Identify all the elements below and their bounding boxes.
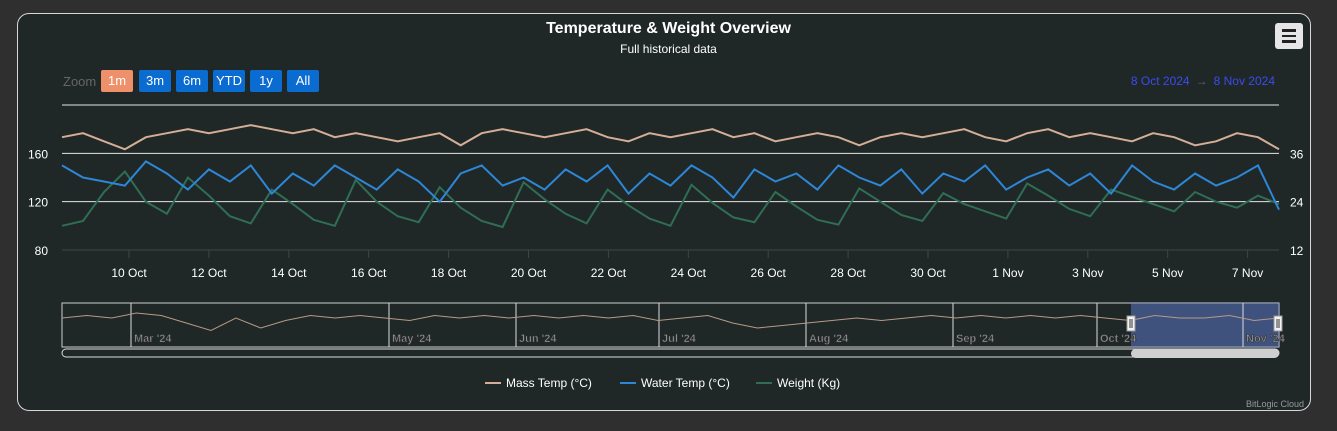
navigator-month-label: Oct '24 (1100, 333, 1137, 345)
x-axis-tick: 20 Oct (511, 266, 547, 280)
range-from-input[interactable]: 8 Oct 2024 (1130, 74, 1190, 88)
zoom-all-button[interactable]: All (287, 70, 319, 92)
scrollbar-thumb[interactable] (1131, 349, 1279, 358)
right-axis-tick: 12 (1290, 244, 1304, 258)
chart-title: Temperature & Weight Overview (546, 20, 791, 37)
zoom-1y-button[interactable]: 1y (250, 70, 282, 92)
legend-water-temp[interactable]: Water Temp (°C) (620, 376, 730, 390)
x-axis-tick: 28 Oct (830, 266, 866, 280)
date-range: 8 Oct 2024 → 8 Nov 2024 (1131, 74, 1275, 88)
chart-subtitle: Full historical data (620, 42, 717, 56)
navigator-handle[interactable] (1273, 315, 1283, 332)
zoom-6m-button[interactable]: 6m (176, 70, 208, 92)
x-axis-tick: 5 Nov (1152, 266, 1183, 280)
x-axis-tick: 22 Oct (591, 266, 627, 280)
zoom-1m-button[interactable]: 1m (101, 70, 133, 92)
right-axis-tick: 24 (1290, 196, 1304, 210)
series-line-1[interactable] (61, 160, 1280, 211)
x-axis-tick: 3 Nov (1072, 266, 1103, 280)
zoom-ytd-button[interactable]: YTD (213, 70, 245, 92)
x-axis-tick: 14 Oct (271, 266, 307, 280)
credit-link[interactable]: BitLogic Cloud (1245, 399, 1304, 409)
scrollbar-track[interactable] (61, 348, 1280, 358)
navigator-month-label: Jun '24 (519, 333, 557, 345)
series-line-2[interactable] (61, 169, 1280, 229)
x-axis-tick: 12 Oct (191, 266, 227, 280)
x-axis-tick: 26 Oct (751, 266, 787, 280)
left-axis-tick: 80 (35, 244, 49, 258)
legend-label: Mass Temp (°C) (506, 376, 592, 390)
x-axis-tick: 10 Oct (111, 266, 147, 280)
hamburger-menu-icon[interactable] (1275, 23, 1303, 49)
series-line-0[interactable] (61, 124, 1280, 151)
legend-label: Water Temp (°C) (641, 376, 730, 390)
navigator-month-label: Aug '24 (809, 333, 849, 345)
zoom-3m-button[interactable]: 3m (139, 70, 171, 92)
right-axis-tick: 36 (1290, 147, 1304, 161)
x-axis-tick: 7 Nov (1232, 266, 1263, 280)
x-axis-tick: 1 Nov (992, 266, 1023, 280)
left-axis-tick: 120 (28, 196, 48, 210)
x-axis-tick: 30 Oct (910, 266, 946, 280)
navigator-month-label: Jul '24 (662, 333, 697, 345)
left-axis-tick: 160 (28, 147, 48, 161)
navigator-handle[interactable] (1126, 315, 1136, 332)
x-axis-tick: 24 Oct (671, 266, 707, 280)
navigator-month-label: Nov '24 (1246, 333, 1286, 345)
range-arrow: → (1195, 74, 1208, 88)
navigator-selection[interactable] (1131, 303, 1279, 347)
range-to-input[interactable]: 8 Nov 2024 (1213, 74, 1275, 88)
x-axis-tick: 16 Oct (351, 266, 387, 280)
navigator-month-label: Sep '24 (956, 333, 995, 345)
legend-mass-temp[interactable]: Mass Temp (°C) (485, 376, 592, 390)
legend-label: Weight (Kg) (777, 376, 841, 390)
legend-weight[interactable]: Weight (Kg) (756, 376, 840, 390)
navigator-month-label: May '24 (392, 333, 432, 345)
navigator-month-label: Mar '24 (134, 333, 172, 345)
zoom-label: Zoom (63, 74, 97, 89)
navigator-series (61, 312, 1280, 332)
x-axis-tick: 18 Oct (431, 266, 467, 280)
